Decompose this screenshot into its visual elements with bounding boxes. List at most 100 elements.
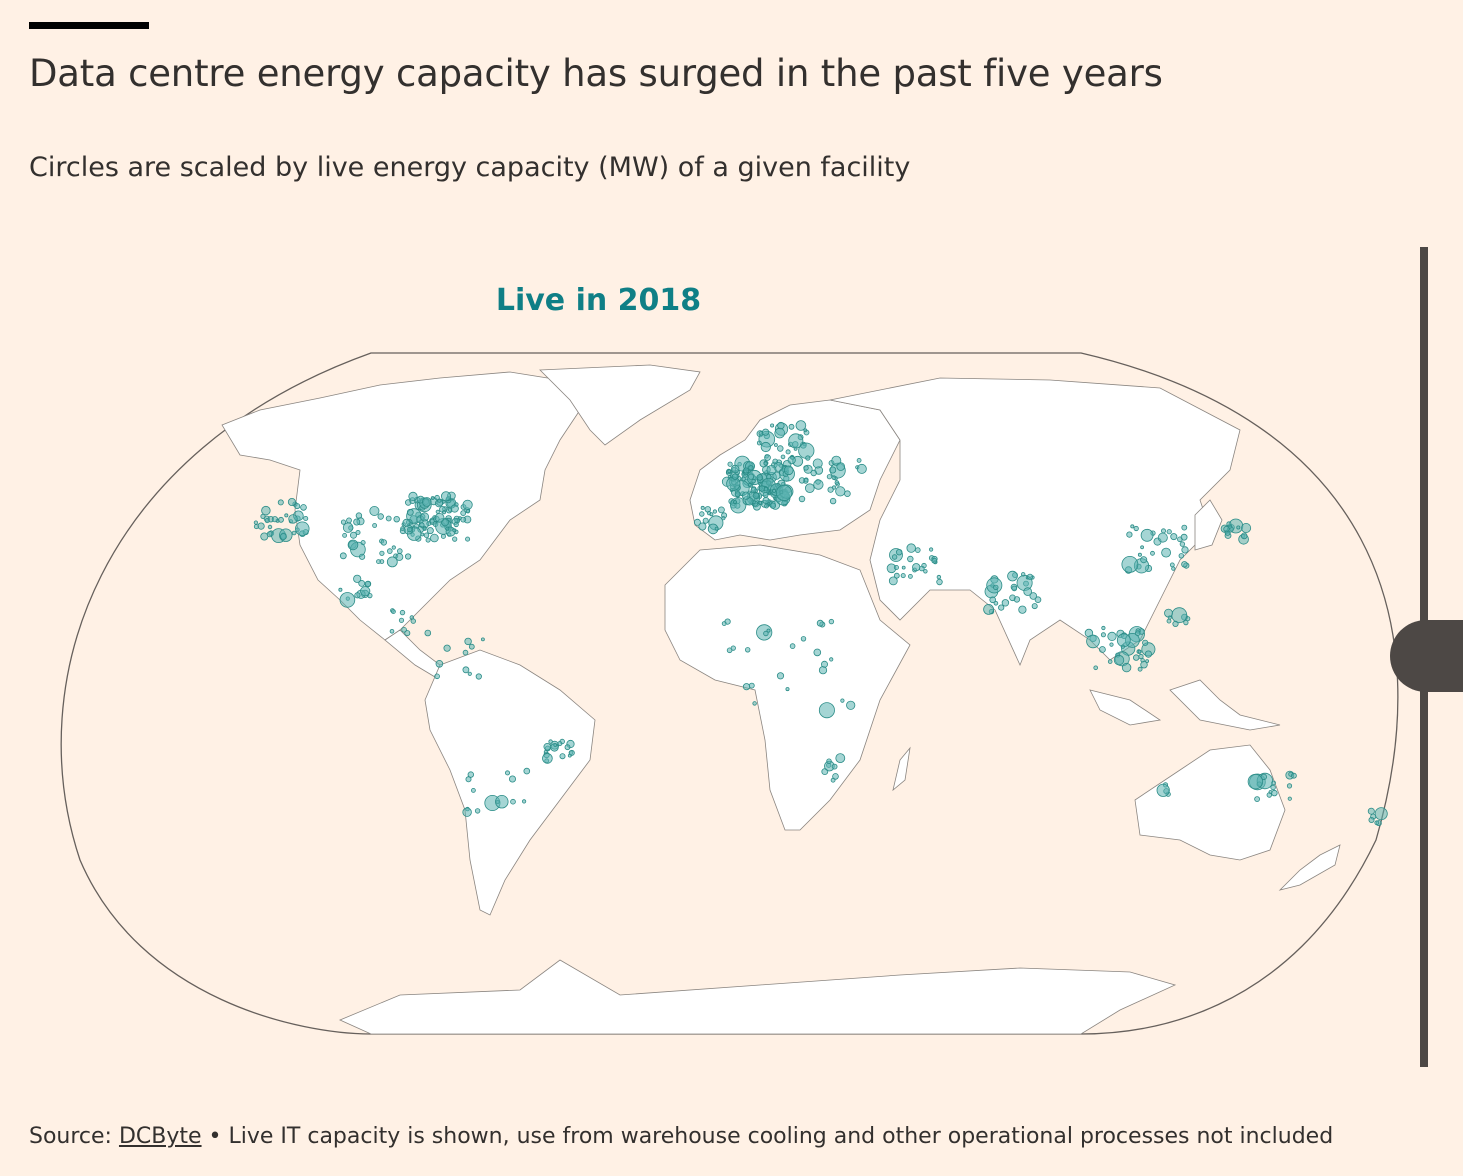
data-centre-circle [407,526,413,533]
data-centre-circle [800,636,807,642]
data-centre-circle [504,770,510,776]
data-centre-circle [462,666,470,674]
data-centre-circle [893,572,900,579]
data-centre-circle [460,510,467,516]
data-centre-circle [760,441,771,453]
data-centre-circle [480,637,485,642]
land-new-zealand [1278,844,1341,891]
data-centre-circle [452,528,457,533]
data-centre-circle [750,487,757,494]
data-centre-circle [826,758,832,764]
data-centre-circle [813,479,824,490]
data-centre-circle [818,702,835,719]
data-centre-circle [741,476,746,482]
data-centre-circle [766,628,771,633]
data-centre-circle [355,530,361,536]
data-centre-circle [467,771,474,778]
data-centre-circle [721,621,727,626]
data-centre-circle [300,504,307,511]
data-centre-circle [437,498,442,503]
data-centre-circle [1121,556,1139,573]
data-centre-circle [1286,783,1293,789]
data-centre-circle [1367,807,1375,815]
data-centre-circle [936,578,943,586]
data-centre-circle [1013,596,1021,603]
data-centre-circle [763,487,769,492]
data-centre-circle [423,532,430,538]
data-centre-circle [1166,529,1172,535]
data-centre-circle [989,596,996,604]
data-centre-circle [386,556,398,568]
data-centre-circle [402,518,411,527]
data-centre-circle [1164,608,1173,618]
data-centre-circle [339,552,347,560]
data-centre-circle [1181,524,1188,531]
data-centre-circle [888,576,898,586]
source-prefix: Source: [29,1124,119,1149]
data-centre-circle [788,433,804,449]
data-centre-circle [731,473,739,480]
land-australia [1134,744,1286,861]
data-centre-circle [780,454,786,460]
data-centre-circle [900,573,906,579]
data-centre-circle [1247,773,1264,790]
data-centre-circle [358,553,366,560]
data-centre-circle [856,457,862,463]
data-centre-circle [420,512,430,522]
data-centre-circle [1113,654,1125,666]
data-centre-circle [828,618,835,625]
data-centre-circle [559,753,566,760]
data-centre-circle [349,531,357,539]
data-centre-circle [419,522,425,528]
data-centre-circle [1183,619,1189,626]
data-centre-circle [1137,666,1143,672]
data-centre-circle [714,526,719,531]
data-centre-circle [389,628,395,634]
data-centre-circle [291,530,297,536]
data-centre-circle [1140,661,1148,669]
data-centre-circle [803,465,809,471]
data-centre-circle [467,671,472,676]
data-centre-circle [364,580,371,588]
data-centre-circle [706,510,712,516]
data-centre-circle [287,497,296,506]
data-centre-circle [1034,596,1042,603]
scroll-handle[interactable] [1390,620,1463,692]
data-centre-circle [462,649,469,656]
data-centre-circle [410,618,416,624]
data-centre-circle [751,478,756,484]
data-centre-circle [294,503,301,510]
data-centre-circle [470,788,476,793]
data-centre-circle [464,637,472,646]
data-centre-circle [1023,587,1032,596]
data-centre-circle [718,506,725,514]
data-centre-circle [693,518,701,526]
data-centre-circle [1101,625,1106,631]
data-centre-circle [347,539,359,551]
data-centre-circle [1226,521,1232,527]
data-centre-circle [468,643,475,650]
data-centre-circle [1161,547,1171,558]
data-centre-circle [1240,532,1248,540]
data-centre-circle [798,495,806,503]
data-centre-circle [408,491,418,501]
data-centre-circle [901,565,906,570]
source-link[interactable]: DCByte [118,1124,202,1149]
data-centre-circle [462,807,472,817]
data-centre-circle [340,519,347,525]
data-centre-circle [816,619,824,627]
data-centre-circle [762,496,770,504]
data-centre-circle [785,687,790,692]
data-centre-circle [756,474,764,481]
world-map [60,352,1399,1035]
data-centre-circle [474,808,481,814]
data-centre-circle [260,513,266,520]
data-centre-circle [777,445,784,452]
data-centre-circle [1236,525,1241,530]
data-centre-circle [1374,820,1380,826]
data-centre-circle [284,513,289,518]
data-centre-circle [1150,550,1155,556]
data-centre-circle [465,509,471,514]
data-centre-circle [1179,541,1186,547]
data-centre-circle [741,491,751,500]
